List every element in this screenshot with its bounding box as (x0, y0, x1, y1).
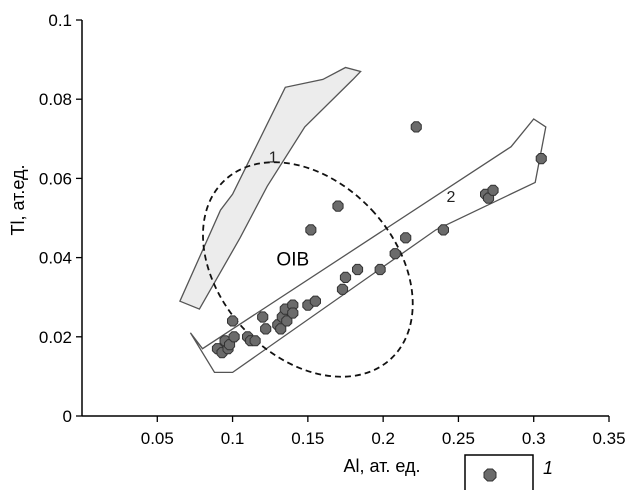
x-tick-label: 0.1 (221, 429, 245, 448)
y-axis-title: Tl, ат.ед. (8, 165, 28, 236)
field-2-label: 2 (446, 189, 455, 206)
data-point (249, 335, 261, 347)
x-tick-label: 0.05 (141, 429, 174, 448)
y-tick-label: 0.1 (48, 11, 72, 30)
data-point (352, 263, 364, 276)
axes (81, 20, 609, 417)
field-1-label: 1 (269, 150, 278, 167)
legend-marker (483, 468, 497, 482)
oib-field-ellipse (202, 161, 414, 378)
data-point (374, 263, 386, 276)
data-point (228, 331, 240, 343)
data-point (257, 311, 269, 323)
x-tick-label: 0.15 (291, 429, 324, 448)
y-tick-label: 0.02 (39, 328, 72, 347)
y-tick-label: 0.04 (39, 249, 72, 268)
data-point (336, 283, 349, 295)
data-point (487, 184, 499, 196)
fields-layer: 1 2 OIB (179, 66, 547, 378)
data-points (211, 121, 547, 359)
field-1-outline (179, 66, 362, 310)
data-point (535, 153, 547, 165)
y-tick-label: 0.08 (39, 90, 72, 109)
x-tick-label: 0.2 (371, 429, 395, 448)
legend: 1 (464, 454, 553, 490)
y-tick-label: 0 (63, 407, 72, 426)
data-point (339, 271, 352, 283)
data-point (305, 224, 317, 236)
data-point (389, 248, 401, 260)
data-point (332, 200, 344, 212)
x-tick-label: 0.3 (522, 429, 546, 448)
x-tick-label: 0.25 (442, 429, 475, 448)
data-point (437, 224, 449, 236)
data-point (287, 307, 299, 319)
data-point (400, 232, 412, 244)
data-point (260, 323, 272, 335)
data-point (410, 121, 422, 133)
y-tick-label: 0.06 (39, 169, 72, 188)
x-axis-title: Al, ат. ед. (344, 456, 421, 476)
tick-labels: 0 0.02 0.04 0.06 0.08 0.1 0.05 0.1 0.15 0.2 0.25 0.… (39, 11, 626, 448)
legend-box (464, 454, 534, 490)
legend-label: 1 (543, 458, 553, 478)
data-point (309, 295, 321, 307)
x-tick-label: 0.35 (592, 429, 625, 448)
oib-label: OIB (276, 250, 309, 271)
data-point (227, 315, 239, 327)
